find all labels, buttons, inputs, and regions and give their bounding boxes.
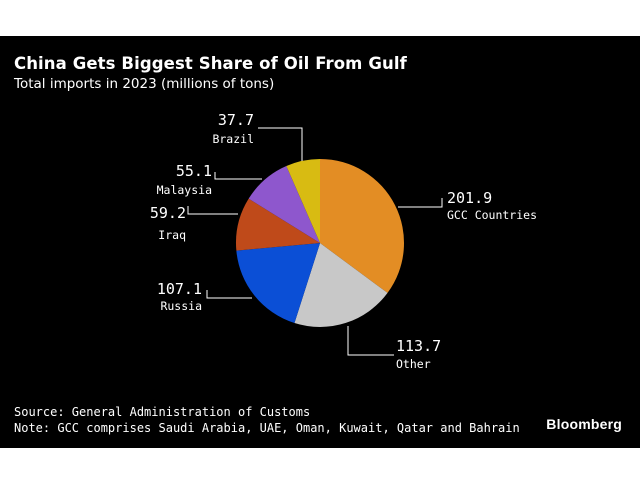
chart-subtitle: Total imports in 2023 (millions of tons): [14, 76, 275, 92]
chart-footer: Source: General Administration of Custom…: [14, 404, 520, 436]
pie-slice-other: [294, 243, 388, 328]
value-label-other: 113.7: [396, 337, 441, 355]
pie-slice-russia: [236, 243, 320, 324]
leader-line-brazil: [258, 127, 303, 161]
value-label-gcc-countries: 201.9: [447, 189, 492, 207]
value-label-iraq: 59.2: [150, 204, 186, 222]
leader-line-russia: [206, 290, 252, 299]
pie-slices: [236, 159, 405, 328]
category-label-iraq: Iraq: [158, 228, 186, 242]
chart-card: China Gets Biggest Share of Oil From Gul…: [0, 36, 640, 448]
leader-line-other: [347, 326, 394, 356]
leader-line-iraq: [187, 206, 238, 215]
pie-slice-malaysia: [248, 166, 320, 243]
category-label-malaysia: Malaysia: [157, 183, 212, 197]
pie-slice-iraq: [236, 198, 320, 251]
pie-slice-brazil: [286, 159, 320, 243]
leader-line-malaysia: [214, 172, 262, 180]
category-label-other: Other: [396, 357, 431, 371]
category-label-russia: Russia: [160, 299, 202, 313]
gcc-note: Note: GCC comprises Saudi Arabia, UAE, O…: [14, 421, 520, 435]
value-label-brazil: 37.7: [218, 111, 254, 129]
chart-title: China Gets Biggest Share of Oil From Gul…: [14, 54, 407, 73]
category-label-brazil: Brazil: [212, 132, 254, 146]
value-label-malaysia: 55.1: [176, 162, 212, 180]
source-note: Source: General Administration of Custom…: [14, 405, 311, 419]
bloomberg-logo: Bloomberg: [546, 416, 622, 432]
pie-slice-gcc-countries: [320, 159, 405, 293]
leader-line-gcc-countries: [398, 198, 443, 208]
category-label-gcc-countries: GCC Countries: [447, 208, 537, 222]
value-label-russia: 107.1: [157, 280, 202, 298]
